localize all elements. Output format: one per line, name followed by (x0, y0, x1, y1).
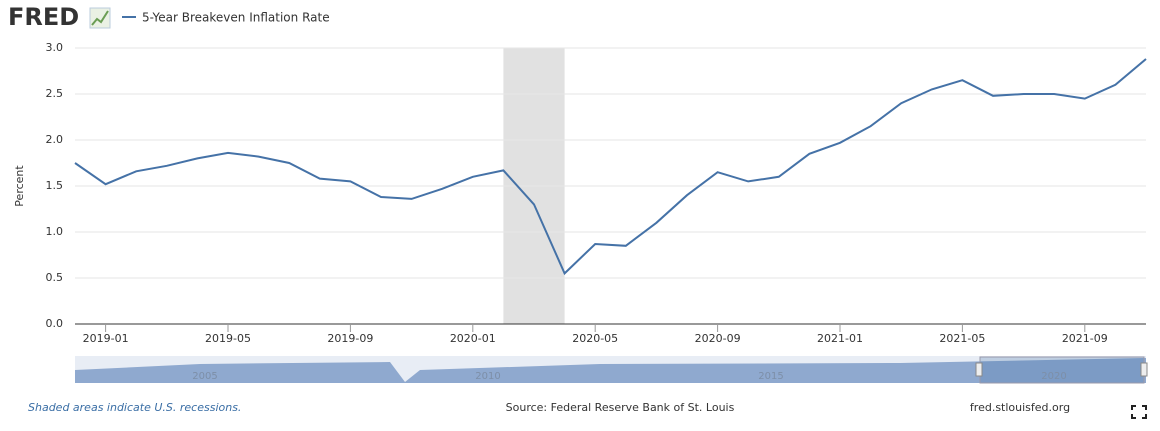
x-tick-label: 2019-01 (83, 332, 129, 345)
logo-icon (89, 7, 111, 29)
x-tick-label: 2020-09 (695, 332, 741, 345)
logo: FRED (8, 3, 79, 31)
y-tick-label: 3.0 (46, 41, 64, 54)
navigator-handle[interactable] (975, 362, 983, 377)
series-line (74, 58, 1147, 276)
y-tick-label: 2.5 (46, 87, 64, 100)
recession-note[interactable]: Shaded areas indicate U.S. recessions. (28, 401, 241, 414)
x-tick-label: 2019-05 (205, 332, 251, 345)
navigator-label: 2020 (1041, 371, 1066, 382)
x-tick-label: 2020-01 (450, 332, 496, 345)
navigator-handle[interactable] (1140, 362, 1148, 377)
y-tick-label: 0.5 (46, 271, 64, 284)
y-tick-label: 1.0 (46, 225, 64, 238)
url[interactable]: fred.stlouisfed.org (970, 401, 1070, 414)
navigator-label: 2015 (758, 371, 783, 382)
source: Source: Federal Reserve Bank of St. Loui… (506, 401, 735, 414)
y-tick-label: 0.0 (46, 317, 64, 330)
x-tick-label: 2021-01 (817, 332, 863, 345)
x-tick-label: 2021-09 (1062, 332, 1108, 345)
y-tick-label: 1.5 (46, 179, 64, 192)
y-tick-label: 2.0 (46, 133, 64, 146)
navigator-label: 2010 (475, 371, 500, 382)
legend-label: 5-Year Breakeven Inflation Rate (142, 11, 330, 25)
fullscreen-icon[interactable] (1131, 405, 1147, 419)
navigator-window[interactable] (979, 356, 1145, 384)
navigator-label: 2005 (192, 371, 217, 382)
y-axis-label: Percent (13, 165, 26, 207)
x-tick-label: 2019-09 (327, 332, 373, 345)
logo-icon-line (91, 10, 109, 26)
x-tick-label: 2020-05 (572, 332, 618, 345)
navigator-area (75, 358, 1146, 383)
x-tick-label: 2021-05 (939, 332, 985, 345)
